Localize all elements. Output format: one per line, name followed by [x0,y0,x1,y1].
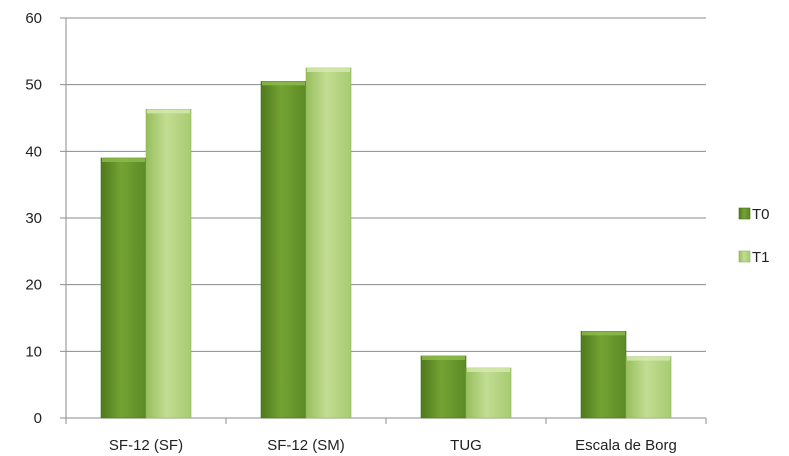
bar-t1-1 [305,67,352,419]
y-tick-label: 30 [25,210,42,227]
bar-t0-0 [100,157,147,419]
bar-t1-2 [465,367,512,419]
legend-swatch-t1 [738,250,751,263]
bar-top-highlight [627,356,670,361]
bar-top-highlight [307,68,350,72]
x-tick-label: Escala de Borg [575,437,677,454]
bar-t1-0 [145,109,192,419]
legend-label-t0: T0 [752,206,770,223]
bar-t0-3 [580,331,627,419]
y-tick-label: 40 [25,143,42,160]
tick-labels: 0 10 20 30 40 50 60 SF-12 (SF) SF-12 (SM) TUG Esca… [25,10,677,454]
bar-t0-2 [420,355,467,419]
bars [100,67,672,419]
y-tick-label: 50 [25,77,42,94]
bar-top-highlight [582,331,625,336]
x-tick-label: SF-12 (SF) [109,437,183,454]
legend-label-t1: T1 [752,249,770,266]
y-tick-label: 10 [25,343,42,360]
bar-top-highlight [147,109,190,114]
bar-top-highlight [262,81,305,86]
bar-t0-1 [260,81,307,419]
y-tick-label: 0 [34,410,42,427]
y-tick-label: 60 [25,10,42,27]
x-tick-label: SF-12 (SM) [267,437,345,454]
bar-top-highlight [467,368,510,372]
bar-t1-3 [625,356,672,419]
legend-swatch-t0 [738,207,751,220]
x-tick-label: TUG [450,437,482,454]
y-tick-label: 20 [25,277,42,294]
bar-top-highlight [422,356,465,360]
legend: T0 T1 [738,206,770,266]
bar-top-highlight [102,158,145,162]
